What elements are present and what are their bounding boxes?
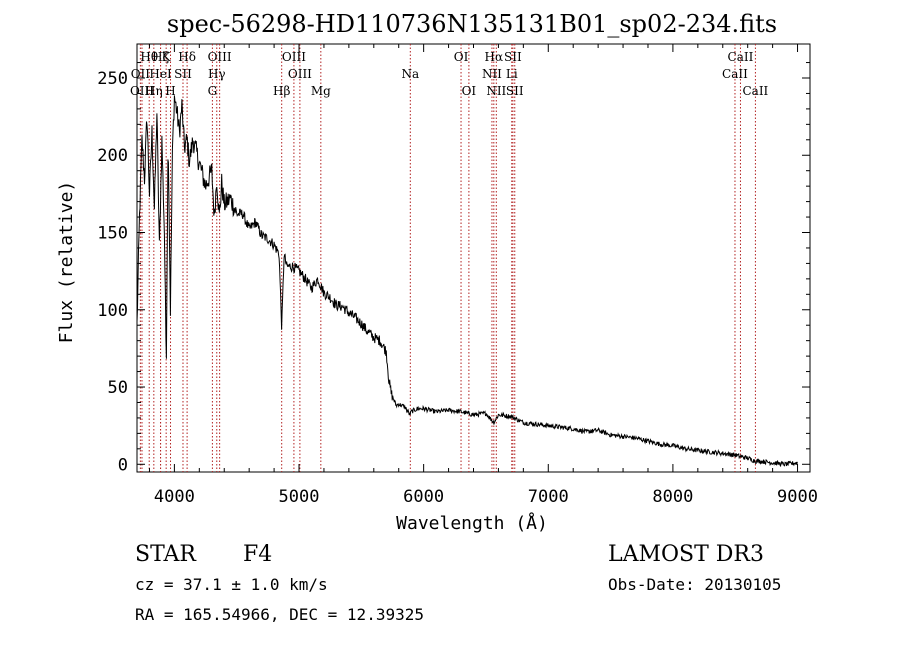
spectral-line-markers <box>139 44 756 472</box>
spectral-line-label: Hδ <box>178 50 196 64</box>
x-tick-label: 8000 <box>652 487 693 507</box>
y-tick-label: 0 <box>118 455 128 475</box>
y-tick-label: 50 <box>108 378 128 398</box>
y-axis-ticks: 0 50 100 150 200 250 <box>97 62 810 475</box>
spectral-line-label: SII <box>506 84 524 98</box>
redshift-cz: cz = 37.1 ± 1.0 km/s <box>135 575 328 594</box>
spectral-line-label: OI <box>462 84 477 98</box>
spectral-line-label: Hα <box>485 50 504 64</box>
spectral-line-label: OI <box>454 50 469 64</box>
y-axis-label: Flux (relative) <box>56 181 77 344</box>
y-tick-label: 250 <box>97 69 128 89</box>
spectrum-series-line <box>136 95 798 468</box>
x-axis-ticks: 4000 5000 6000 7000 8000 9000 <box>148 44 818 507</box>
spectral-line-label: K <box>162 50 172 64</box>
spectral-line-label: OII <box>131 67 151 81</box>
spectral-line-label: OIII <box>288 67 312 81</box>
object-subclass: F4 <box>243 542 272 567</box>
spectral-line-label: SII <box>174 67 192 81</box>
spectral-line-label: CaII <box>742 84 768 98</box>
object-class: STAR <box>135 542 197 567</box>
survey-name: LAMOST DR3 <box>608 542 764 567</box>
spectral-line-label: NII <box>482 67 502 81</box>
spectral-line-label: OIII <box>130 84 154 98</box>
spectral-line-label: OIII <box>208 50 232 64</box>
spectral-line-label: Li <box>506 67 518 81</box>
x-tick-label: 5000 <box>279 487 320 507</box>
spectral-line-label: SII <box>504 50 522 64</box>
spectral-line-label: Hζ <box>152 50 169 64</box>
spectral-line-label: Hγ <box>208 67 226 81</box>
spectral-line-label: OIII <box>282 50 306 64</box>
y-tick-label: 200 <box>97 146 128 166</box>
x-tick-label: 7000 <box>528 487 569 507</box>
spectral-line-label: CaII <box>728 50 754 64</box>
spectral-line-label: G <box>208 84 218 98</box>
x-tick-label: 6000 <box>403 487 444 507</box>
spectral-line-label: Hβ <box>273 84 290 98</box>
x-tick-label: 4000 <box>154 487 195 507</box>
coordinates: RA = 165.54966, DEC = 12.39325 <box>135 605 424 624</box>
spectral-line-label: HeI <box>149 67 172 81</box>
x-axis-label: Wavelength (Å) <box>396 512 548 534</box>
plot-frame <box>136 43 811 473</box>
spectral-line-label: CaII <box>722 67 748 81</box>
x-tick-label: 9000 <box>777 487 818 507</box>
spectral-line-label: Na <box>401 67 419 81</box>
y-tick-label: 100 <box>97 301 128 321</box>
chart-title: spec-56298-HD110736N135131B01_sp02-234.f… <box>167 10 777 38</box>
spectral-line-label: Hθ <box>140 50 158 64</box>
spectral-line-label: Mg <box>311 84 331 98</box>
spectral-line-label: H <box>165 84 175 98</box>
spectral-line-label: NII <box>486 84 506 98</box>
y-tick-label: 150 <box>97 224 128 244</box>
spectral-line-label: Hη <box>145 84 163 98</box>
observation-date: Obs-Date: 20130105 <box>608 575 781 594</box>
